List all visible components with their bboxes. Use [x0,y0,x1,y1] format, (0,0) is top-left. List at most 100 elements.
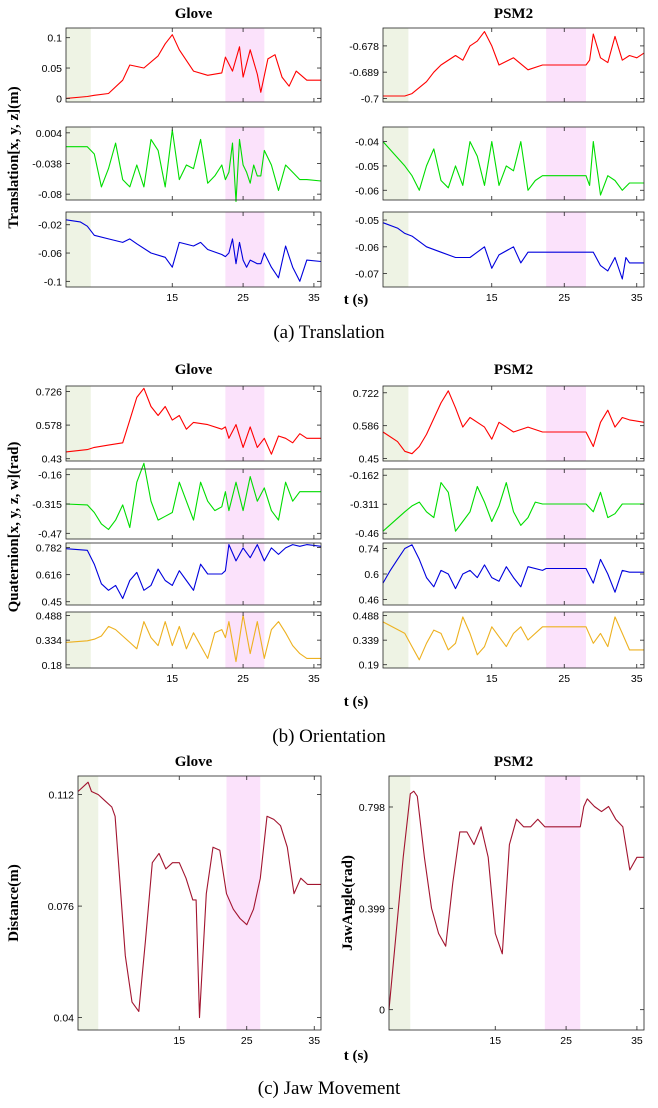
c-glove-xtick-label: 25 [241,1035,253,1047]
b-glove-z-ytick-label: 0.616 [36,570,62,582]
a-glove-z-ytick-label: -0.02 [38,220,62,232]
a-psm2-x-ytick-label: -0.689 [349,67,379,79]
a-psm2-x-shade-0 [383,28,409,102]
b-psm2-w-line [382,616,644,661]
a-psm2-x-ytick-label: -0.678 [349,41,379,53]
b-glove-w-ytick-label: 0.334 [36,635,62,647]
c-glove-ytick-label: 0.076 [48,901,74,913]
a-psm2-z-shade-0 [383,212,409,287]
a-psm2-z-xtick-label: 15 [486,292,498,304]
ylabel-c-glove: Distance(m) [6,864,22,941]
caption-b: (b) Orientation [272,726,386,747]
title-b-glove: Glove [175,362,213,378]
c-glove-xtick-label: 15 [173,1035,185,1047]
title-b-psm2: PSM2 [494,362,533,378]
a-glove-x-line [65,34,321,99]
b-glove-z-ytick-label: 0.782 [36,543,62,555]
a-glove-x-ytick-label: 0.05 [42,63,63,75]
a-psm2-y-ytick-label: -0.06 [355,185,379,197]
b-psm2-x-ytick-label: 0.586 [353,421,379,433]
b-glove-x-ytick-label: 0.726 [36,386,62,398]
a-glove-z-ytick-label: -0.06 [38,248,62,260]
a-psm2-z-xtick-label: 25 [558,292,570,304]
c-glove-xtick-label: 35 [308,1035,320,1047]
a-psm2-y-shade-1 [546,127,586,200]
b-glove-z-ytick-label: 0.45 [42,597,63,609]
b-glove-w-xtick-label: 35 [308,673,320,685]
c-psm2-line [388,790,644,1010]
b-psm2-y-line [382,482,644,532]
a-psm2-z-frame [382,211,645,288]
b-psm2-w-shade-0 [383,612,409,668]
b-psm2-w-ytick-label: 0.488 [353,611,379,623]
a-psm2-z-ytick-label: -0.06 [355,242,379,254]
a-glove-z-shade-0 [66,212,91,287]
a-glove-x-shade-1 [225,28,265,102]
a-psm2-x-frame [382,27,645,103]
title-a-psm2: PSM2 [494,6,533,22]
b-psm2-y-ytick-label: -0.311 [350,499,379,511]
b-psm2-z-ytick-label: 0.6 [364,569,379,581]
a-psm2-z-ytick-label: -0.05 [355,215,379,227]
a-glove-y-shade-1 [225,127,265,200]
c-psm2-ytick-label: 0.798 [359,802,385,814]
a-glove-x-ytick-label: 0 [56,93,62,105]
caption-c: (c) Jaw Movement [257,1078,401,1099]
a-glove-z-frame [65,211,322,288]
b-glove-x-shade-1 [225,386,265,461]
b-glove-x-ytick-label: 0.43 [42,454,63,466]
c-glove-frame [77,775,322,1031]
ylabel-c-psm2: JawAngle(rad) [340,855,356,951]
b-psm2-w-ytick-label: 0.19 [359,660,380,672]
caption-a: (a) Translation [273,322,385,343]
b-psm2-x-shade-1 [546,386,586,461]
c-psm2-shade-1 [544,776,581,1030]
c-psm2-xtick-label: 35 [631,1035,643,1047]
a-psm2-z-xtick-label: 35 [631,292,643,304]
a-glove-z-line [65,219,322,282]
b-glove-w-line [65,614,321,663]
a-glove-z-shade-1 [225,212,265,287]
b-glove-z-shade-0 [66,543,91,605]
b-psm2-x-ytick-label: 0.45 [359,454,380,466]
b-psm2-z-shade-0 [383,543,409,605]
b-glove-z-shade-1 [225,543,265,605]
c-glove-ytick-label: 0.112 [49,790,75,802]
a-glove-y-ytick-label: -0.08 [38,189,62,201]
xlabel-a: t (s) [344,292,369,308]
b-psm2-x-shade-0 [383,386,409,461]
b-psm2-y-frame [382,468,645,540]
a-glove-y-frame [65,126,322,201]
c-psm2-shade-0 [389,776,411,1030]
c-glove-ytick-label: 0.04 [54,1013,75,1025]
b-glove-w-xtick-label: 25 [237,673,249,685]
b-psm2-z-ytick-label: 0.46 [359,595,380,607]
a-glove-z-xtick-label: 35 [308,292,320,304]
a-glove-z-xtick-label: 25 [237,292,249,304]
b-glove-y-frame [65,468,322,540]
b-glove-w-ytick-label: 0.488 [36,611,62,623]
b-glove-w-shade-0 [66,612,91,668]
a-psm2-y-line [382,141,644,196]
b-psm2-z-shade-1 [546,543,586,605]
b-psm2-w-shade-1 [546,612,586,668]
ylabel-b: Quaternion[x, y, z, w](rad) [6,442,22,613]
a-glove-y-shade-0 [66,127,91,200]
b-glove-x-ytick-label: 0.578 [36,420,62,432]
xlabel-b: t (s) [344,694,369,710]
a-glove-x-shade-0 [66,28,91,102]
a-glove-y-line [66,129,322,203]
b-psm2-w-xtick-label: 35 [631,673,643,685]
title-a-glove: Glove [175,6,213,22]
b-psm2-w-xtick-label: 15 [486,673,498,685]
c-glove-line [77,781,321,1019]
a-psm2-z-shade-1 [546,212,586,287]
b-psm2-y-ytick-label: -0.46 [355,528,379,540]
b-psm2-x-frame [382,385,645,462]
b-glove-z-line [65,544,322,600]
a-psm2-y-shade-0 [383,127,409,200]
a-glove-z-ytick-label: -0.1 [44,276,62,288]
c-psm2-xtick-label: 25 [560,1035,572,1047]
a-glove-x-ytick-label: 0.1 [47,33,62,45]
b-psm2-w-ytick-label: 0.339 [353,635,379,647]
